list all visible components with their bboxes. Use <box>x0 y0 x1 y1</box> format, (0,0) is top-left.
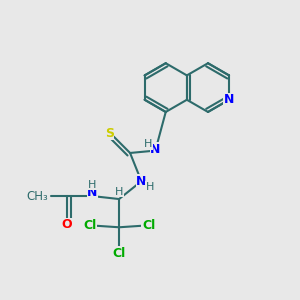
Text: CH₃: CH₃ <box>26 190 48 202</box>
Text: N: N <box>87 186 98 199</box>
Text: O: O <box>62 218 72 231</box>
Text: H: H <box>115 187 123 196</box>
Text: Cl: Cl <box>83 219 96 232</box>
Text: H: H <box>88 180 97 190</box>
Text: H: H <box>146 182 154 192</box>
Text: S: S <box>105 127 114 140</box>
Text: Cl: Cl <box>142 219 155 232</box>
Text: H: H <box>144 139 152 149</box>
Text: Cl: Cl <box>112 247 126 260</box>
Text: N: N <box>136 175 147 188</box>
Text: N: N <box>224 93 234 106</box>
Text: N: N <box>150 142 161 156</box>
